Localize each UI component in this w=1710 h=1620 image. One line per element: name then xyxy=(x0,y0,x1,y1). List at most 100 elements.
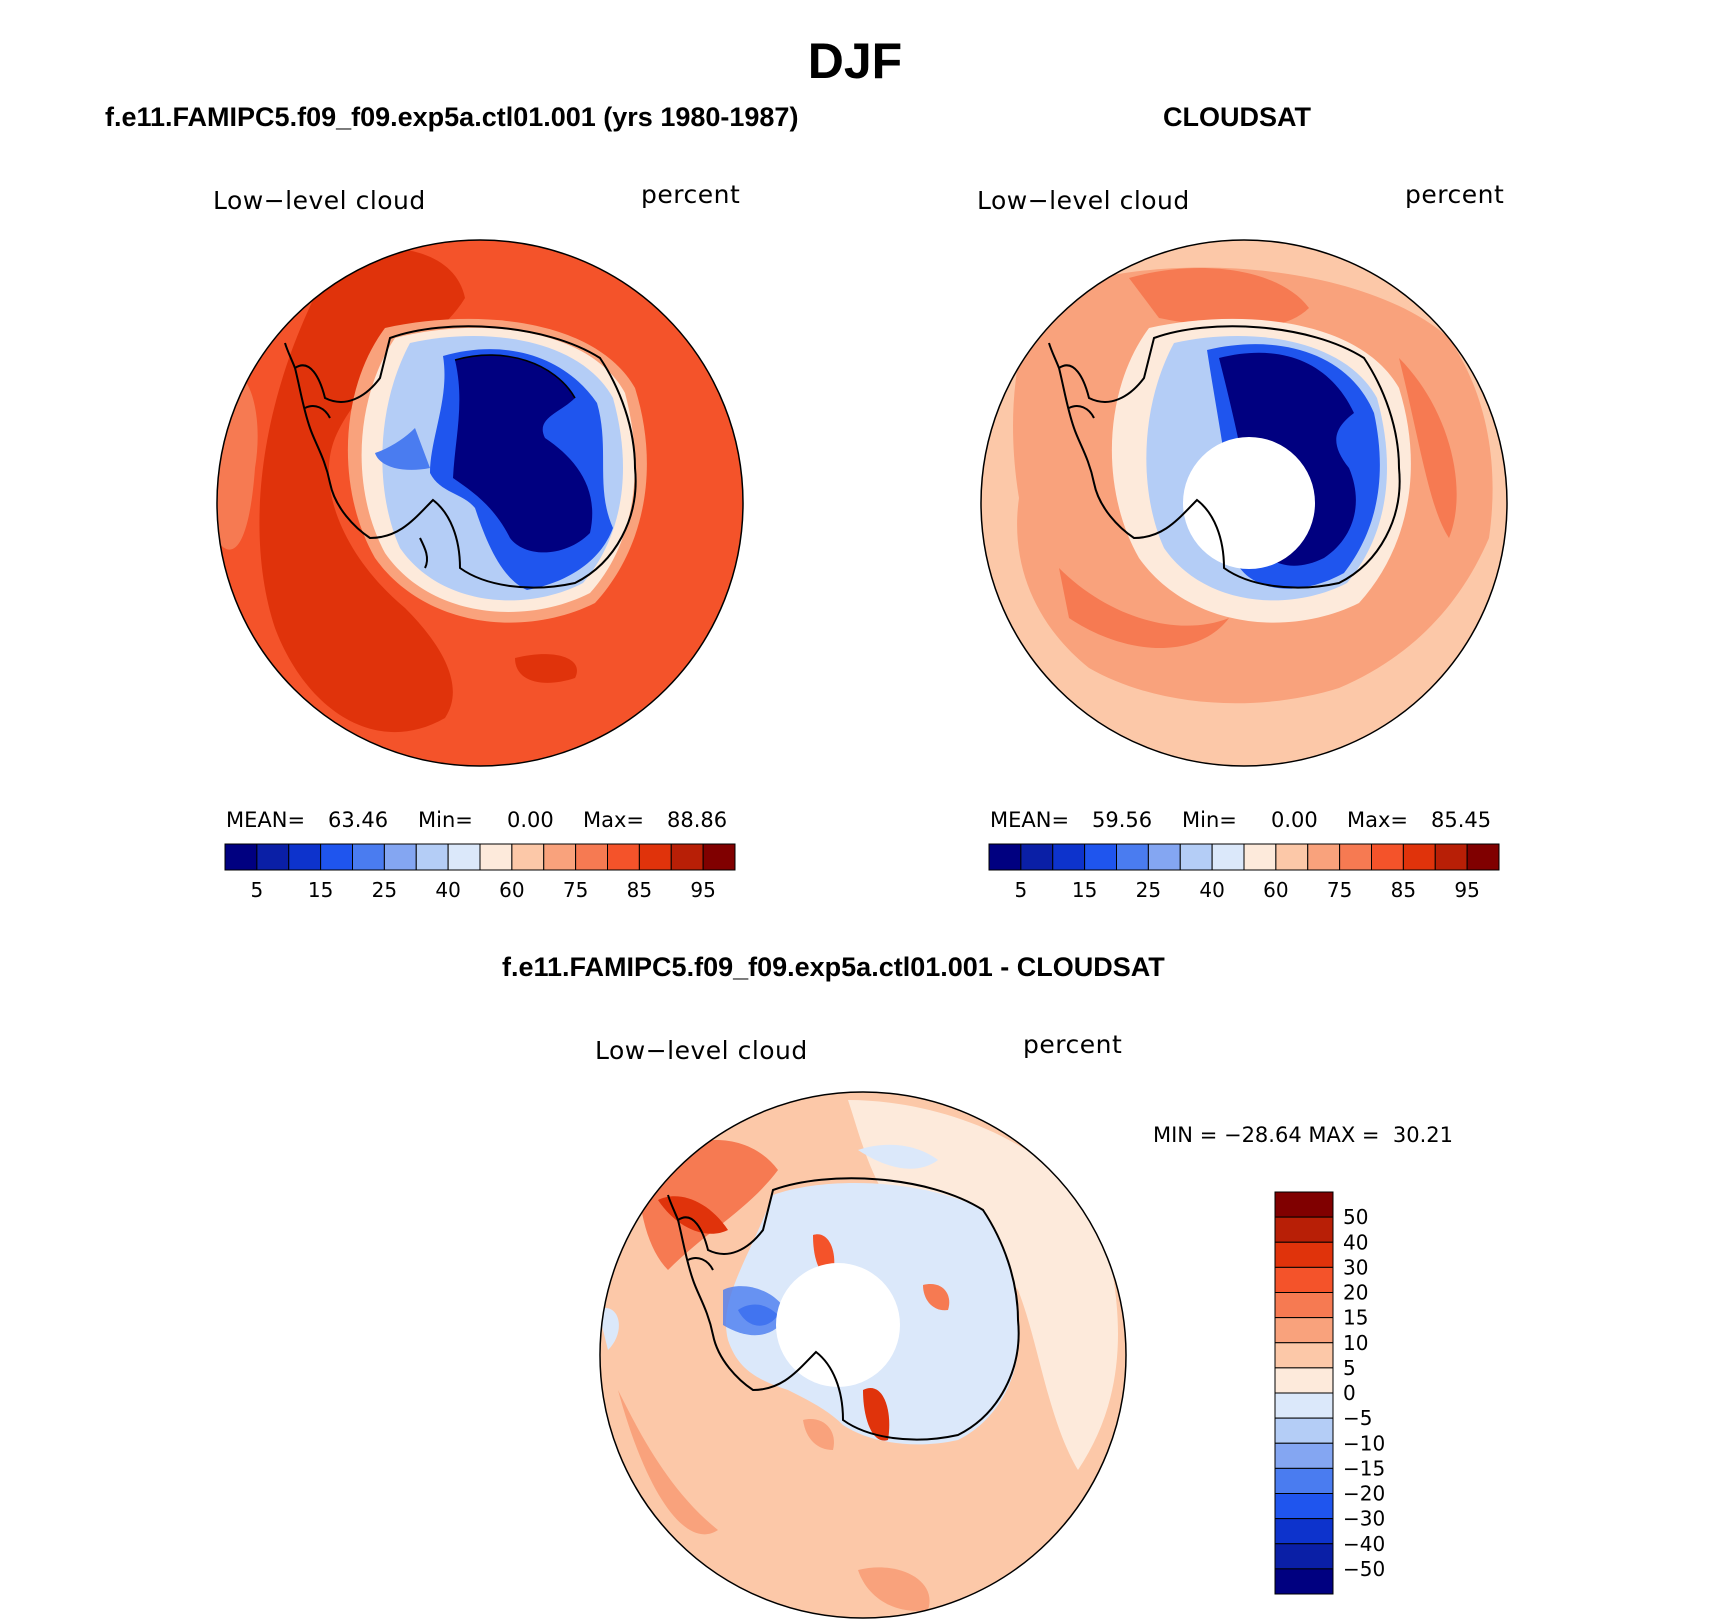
colorbar-box xyxy=(670,843,704,871)
colorbar-box xyxy=(607,843,640,871)
colorbar-box xyxy=(1274,1392,1334,1419)
colorbar-box xyxy=(1274,1467,1334,1494)
colorbar-box xyxy=(1211,843,1245,871)
colorbar-tick-label: −5 xyxy=(1343,1406,1372,1430)
colorbar-tick-label: 25 xyxy=(1136,878,1161,902)
model-panel-title: f.e11.FAMIPC5.f09_f09.exp5a.ctl01.001 (y… xyxy=(105,102,799,132)
obs-variable-label: Low−level cloud xyxy=(977,186,1190,215)
colorbar-box xyxy=(1274,1266,1334,1293)
colorbar-box xyxy=(352,843,385,871)
diff-panel-title: f.e11.FAMIPC5.f09_f09.exp5a.ctl01.001 - … xyxy=(502,952,1165,982)
obs-min-label: Min= xyxy=(1182,808,1237,832)
colorbar-box xyxy=(1179,843,1213,871)
colorbar-box xyxy=(479,843,513,871)
colorbar-box xyxy=(511,843,545,871)
colorbar-tick-label: 15 xyxy=(308,878,333,902)
colorbar-box xyxy=(1274,1191,1334,1218)
colorbar-box xyxy=(288,843,322,871)
obs-units-label: percent xyxy=(1405,180,1505,209)
colorbar-tick-label: 40 xyxy=(435,878,460,902)
obs-mean-label: MEAN= xyxy=(990,808,1070,832)
model-colorbar: 5 15 25 40 60 75 85 95 xyxy=(224,843,736,902)
obs-polar-map xyxy=(980,239,1508,767)
diff-polar-map xyxy=(599,1091,1127,1619)
colorbar-tick-label: 85 xyxy=(1391,878,1416,902)
colorbar-box xyxy=(447,843,481,871)
colorbar-box xyxy=(1020,843,1054,871)
model-mean-label: MEAN= xyxy=(226,808,306,832)
obs-panel-title: CLOUDSAT xyxy=(1163,102,1311,132)
colorbar-box xyxy=(256,843,290,871)
colorbar-tick-label: 95 xyxy=(1454,878,1479,902)
colorbar-box xyxy=(1052,843,1086,871)
obs-mean-value: 59.56 xyxy=(1092,808,1153,832)
colorbar-box xyxy=(1339,843,1372,871)
colorbar-box xyxy=(1371,843,1404,871)
colorbar-box xyxy=(1274,1417,1334,1444)
model-units-label: percent xyxy=(641,180,741,209)
colorbar-tick-label: 95 xyxy=(690,878,715,902)
colorbar-box xyxy=(1274,1568,1334,1595)
colorbar-box xyxy=(1466,843,1500,871)
colorbar-box xyxy=(1084,843,1117,871)
colorbar-tick-label: 10 xyxy=(1343,1331,1368,1355)
model-max-label: Max= xyxy=(583,808,645,832)
colorbar-box xyxy=(1116,843,1149,871)
colorbar-box xyxy=(1274,1292,1334,1319)
colorbar-box xyxy=(1274,1442,1334,1469)
colorbar-tick-label: −10 xyxy=(1343,1431,1385,1455)
colorbar-tick-label: 40 xyxy=(1343,1230,1368,1254)
colorbar-tick-label: 60 xyxy=(499,878,524,902)
colorbar-tick-label: 30 xyxy=(1343,1255,1368,1279)
colorbar-tick-label: 5 xyxy=(1343,1356,1356,1380)
colorbar-box xyxy=(988,843,1022,871)
colorbar-box xyxy=(1274,1493,1334,1520)
colorbar-box xyxy=(1307,843,1341,871)
obs-min-value: 0.00 xyxy=(1271,808,1318,832)
colorbar-tick-label: −20 xyxy=(1343,1482,1385,1506)
diff-variable-label: Low−level cloud xyxy=(595,1036,808,1065)
obs-colorbar: 5 15 25 40 60 75 85 95 xyxy=(988,843,1500,902)
colorbar-box xyxy=(383,843,417,871)
model-polar-map xyxy=(216,239,744,767)
model-variable-label: Low−level cloud xyxy=(213,186,426,215)
colorbar-box xyxy=(415,843,449,871)
colorbar-tick-label: 5 xyxy=(251,878,264,902)
colorbar-tick-label: −30 xyxy=(1343,1507,1385,1531)
colorbar-box xyxy=(575,843,608,871)
colorbar-tick-label: 40 xyxy=(1199,878,1224,902)
colorbar-tick-label: 75 xyxy=(563,878,588,902)
colorbar-box xyxy=(1434,843,1468,871)
model-max-value: 88.86 xyxy=(667,808,728,832)
colorbar-box xyxy=(638,843,672,871)
colorbar-tick-label: −40 xyxy=(1343,1532,1385,1556)
model-min-label: Min= xyxy=(418,808,473,832)
colorbar-box xyxy=(702,843,736,871)
colorbar-tick-label: 50 xyxy=(1343,1205,1368,1229)
colorbar-tick-label: −50 xyxy=(1343,1557,1385,1581)
colorbar-box xyxy=(1243,843,1277,871)
obs-max-value: 85.45 xyxy=(1431,808,1492,832)
colorbar-tick-label: 75 xyxy=(1327,878,1352,902)
colorbar-box xyxy=(224,843,258,871)
colorbar-tick-label: 85 xyxy=(627,878,652,902)
colorbar-box xyxy=(1275,843,1309,871)
colorbar-box xyxy=(1147,843,1181,871)
colorbar-box xyxy=(1274,1518,1334,1545)
colorbar-box xyxy=(1274,1543,1334,1570)
colorbar-tick-label: 15 xyxy=(1072,878,1097,902)
diff-min-max: MIN = −28.64 MAX = 30.21 xyxy=(1153,1123,1453,1147)
colorbar-box xyxy=(1274,1241,1334,1268)
colorbar-tick-label: 0 xyxy=(1343,1381,1356,1405)
colorbar-box xyxy=(1402,843,1436,871)
obs-max-label: Max= xyxy=(1347,808,1409,832)
colorbar-box xyxy=(1274,1342,1334,1369)
colorbar-tick-label: 20 xyxy=(1343,1281,1368,1305)
colorbar-tick-label: −15 xyxy=(1343,1456,1385,1480)
colorbar-box xyxy=(543,843,577,871)
colorbar-box xyxy=(1274,1367,1334,1394)
diff-units-label: percent xyxy=(1023,1030,1123,1059)
colorbar-tick-label: 25 xyxy=(372,878,397,902)
colorbar-tick-label: 5 xyxy=(1015,878,1028,902)
